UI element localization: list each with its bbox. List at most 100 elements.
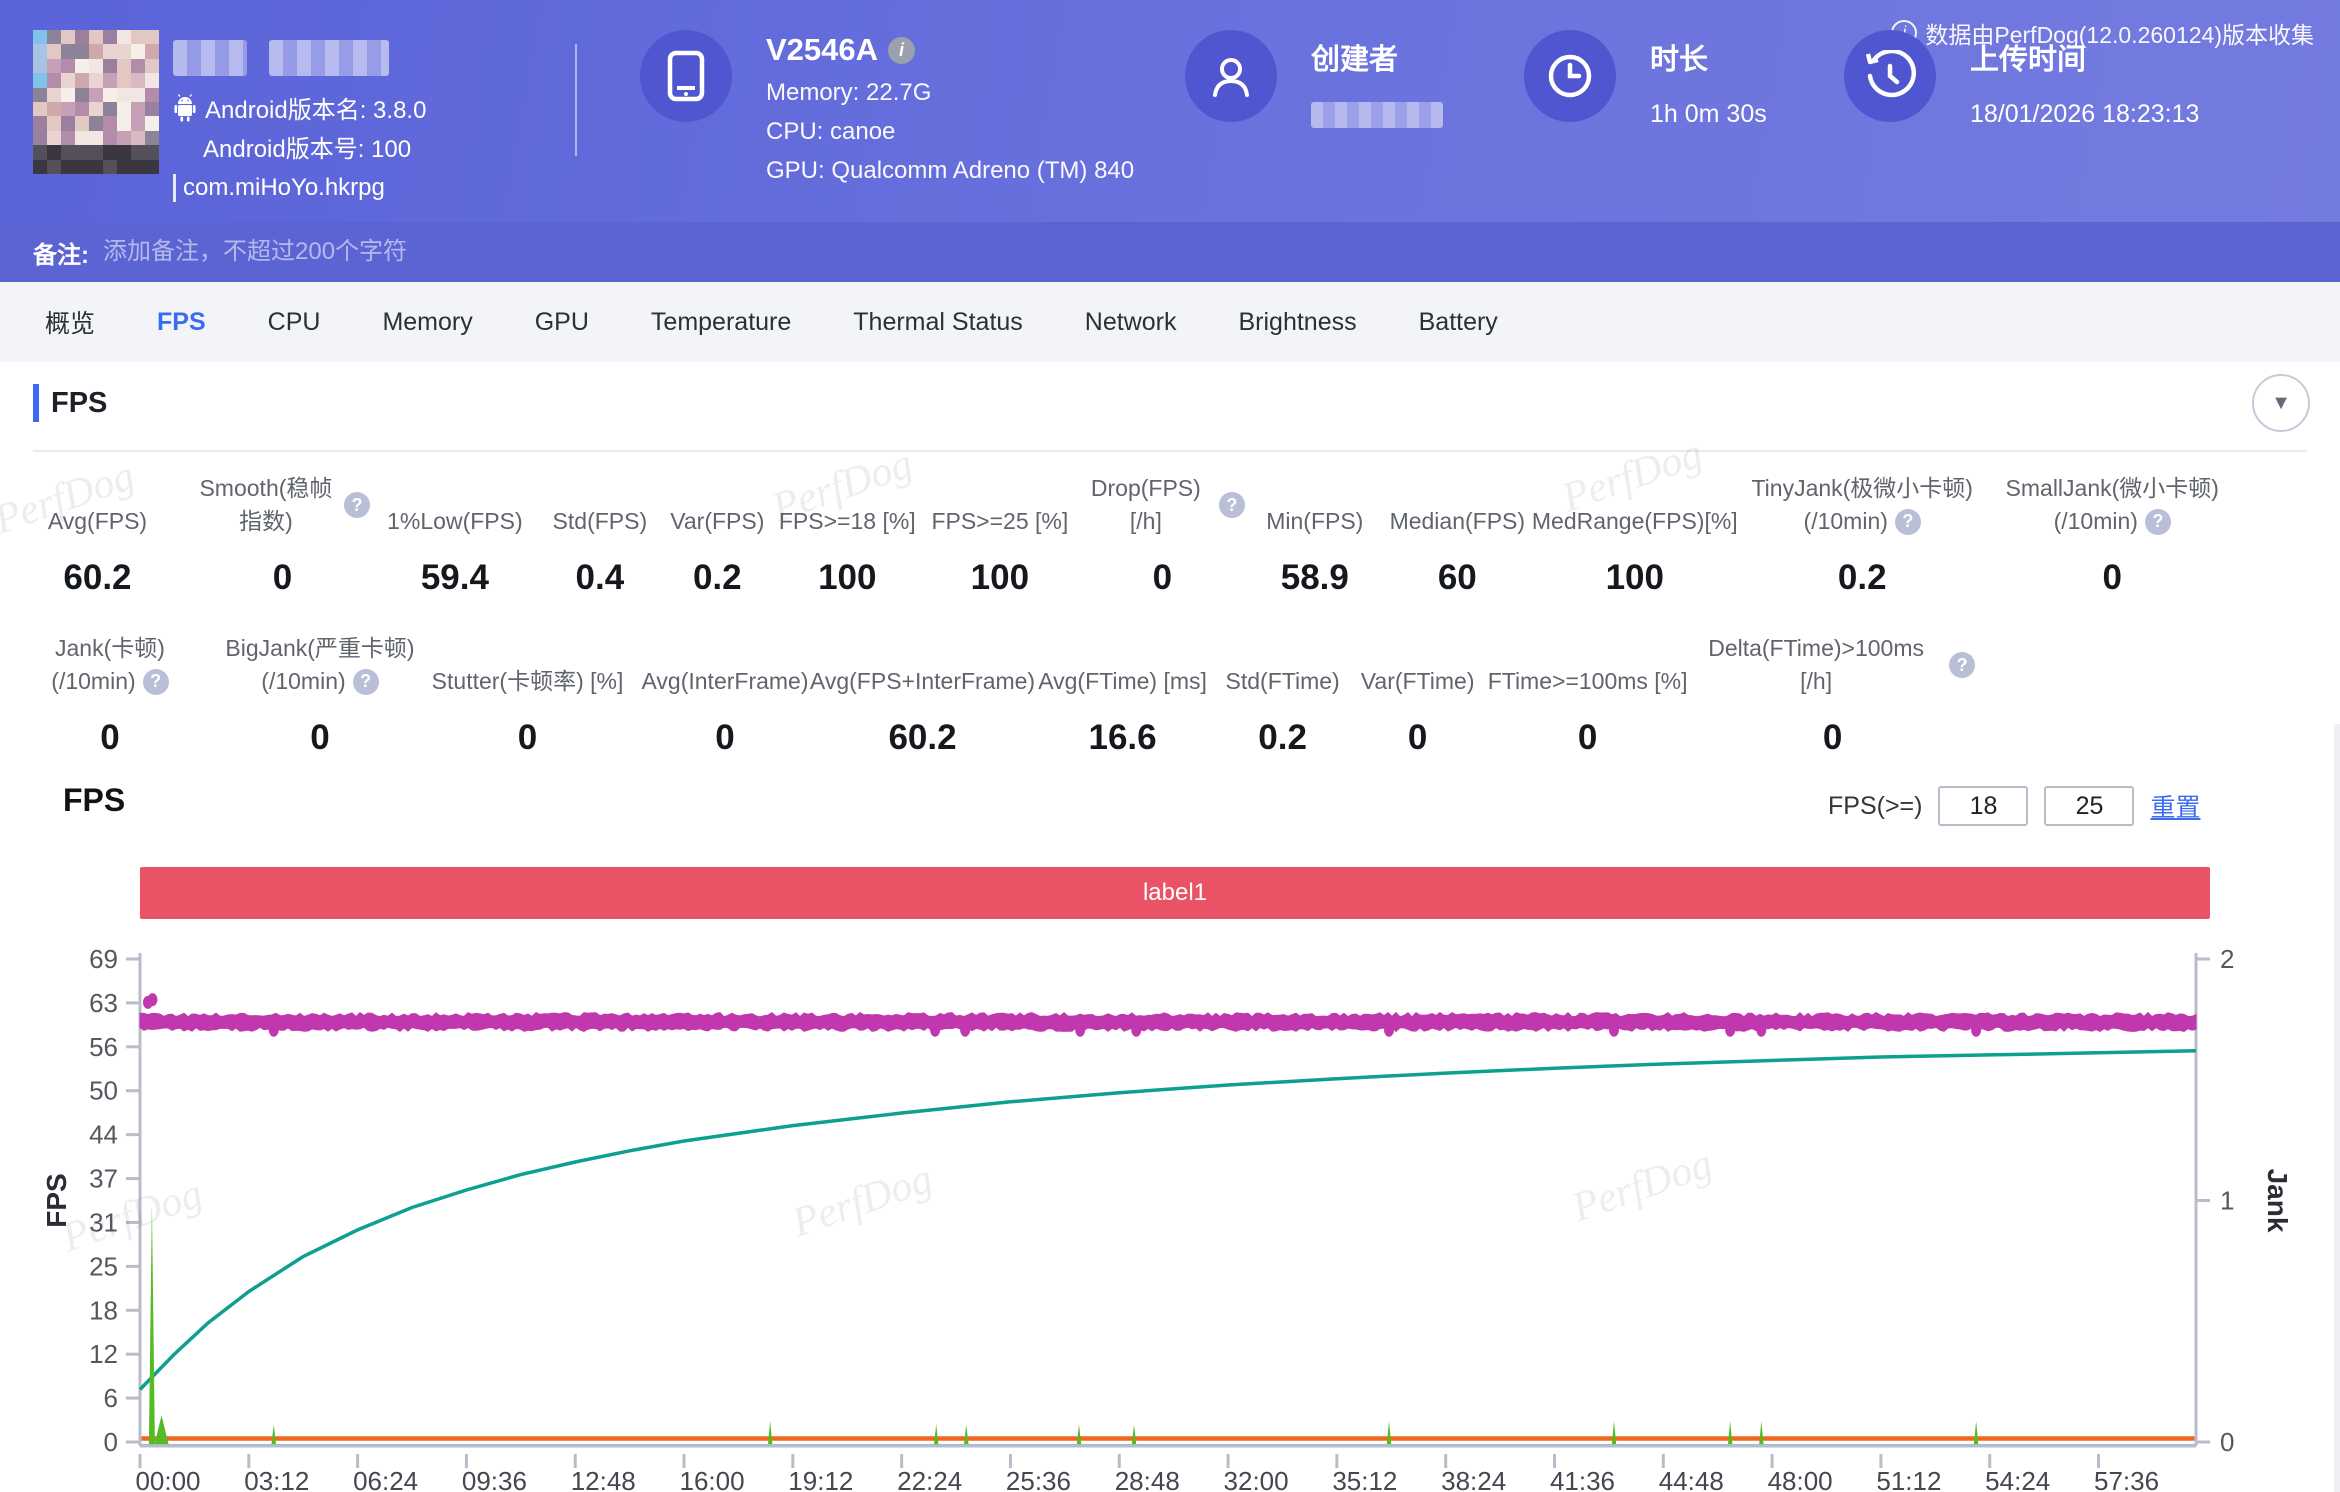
- fps-outlier-low: [960, 1022, 971, 1037]
- tab-概览[interactable]: 概览: [45, 310, 96, 338]
- help-icon[interactable]: ?: [142, 668, 169, 695]
- stat-label: Avg(InterFrame): [641, 668, 809, 694]
- help-icon[interactable]: ?: [1949, 652, 1976, 678]
- mosaic-pixel: [89, 30, 103, 45]
- stat-label: Drop(FPS) [/h]: [1090, 475, 1201, 534]
- stat-stutter-%-: Stutter(卡顿率) [%] 0: [420, 630, 635, 758]
- scrollbar-track[interactable]: [2334, 724, 2340, 1492]
- stat-label: Std(FTime): [1225, 668, 1340, 694]
- x-tick-label: 12:48: [571, 1466, 636, 1492]
- stat-label: FPS>=25 [%]: [931, 508, 1069, 534]
- stat-smalljank-: SmallJank(微小卡顿) (/10min)? 0: [1985, 470, 2240, 598]
- mosaic-pixel: [75, 101, 89, 117]
- mosaic-pixel: [33, 159, 47, 174]
- stat-bigjank-: BigJank(严重卡顿) (/10min)? 0: [220, 630, 420, 758]
- help-icon[interactable]: ?: [1218, 492, 1245, 518]
- tab-battery[interactable]: Battery: [1418, 307, 1498, 336]
- help-icon[interactable]: ?: [343, 492, 370, 518]
- mosaic-pixel: [145, 130, 159, 146]
- mosaic-pixel: [75, 116, 89, 131]
- stat-medrange-fps-%-: MedRange(FPS)[%] 100: [1530, 470, 1740, 598]
- fps-threshold-input-2[interactable]: [2044, 786, 2135, 826]
- stat-value: 60.2: [63, 558, 132, 597]
- help-icon[interactable]: ?: [2144, 508, 2171, 535]
- stat-value: 0: [2102, 558, 2122, 597]
- fps-outlier-low: [1608, 1022, 1619, 1037]
- x-tick-label: 28:48: [1115, 1466, 1180, 1492]
- android-robot-icon: [174, 93, 196, 121]
- tab-network[interactable]: Network: [1084, 307, 1177, 336]
- mosaic-pixel: [89, 145, 103, 160]
- android-version-code: Android版本号: 100: [203, 136, 412, 163]
- chevron-down-icon: ▼: [2271, 391, 2291, 414]
- mosaic-pixel: [145, 30, 159, 45]
- stat-avg-ftime-ms-: Avg(FTime) [ms] 16.6: [1030, 630, 1215, 758]
- tab-thermal-status[interactable]: Thermal Status: [853, 307, 1023, 336]
- upload-time-value: 18/01/2026 18:23:13: [1970, 100, 2200, 128]
- stat-label: Stutter(卡顿率) [%]: [431, 668, 624, 694]
- left-tick-label: 25: [89, 1251, 118, 1281]
- help-icon[interactable]: ?: [352, 668, 379, 695]
- stat-label: Delta(FTime)>100ms [/h]: [1708, 635, 1924, 694]
- app-name-censored: [173, 40, 426, 76]
- mosaic-pixel: [89, 73, 103, 88]
- left-tick-label: 18: [89, 1295, 118, 1325]
- censor-block: [173, 40, 247, 76]
- phone-icon: [640, 30, 732, 122]
- tab-bar: 概览 FPS CPU Memory GPU Temperature Thermal Stat…: [0, 282, 2340, 362]
- mosaic-pixel: [89, 101, 103, 117]
- mosaic-pixel: [131, 44, 145, 59]
- tab-cpu[interactable]: CPU: [267, 307, 321, 336]
- stat-label: Avg(FPS+InterFrame): [809, 668, 1036, 694]
- app-icon-mosaic: [33, 30, 159, 174]
- mosaic-pixel: [33, 101, 47, 117]
- tab-brightness[interactable]: Brightness: [1238, 307, 1357, 336]
- jank-spike-series: [154, 1415, 169, 1444]
- stat-value: 0.2: [692, 558, 742, 597]
- stat-label: BigJank(严重卡顿): [225, 635, 415, 661]
- person-icon: [1185, 30, 1277, 122]
- mosaic-pixel: [89, 159, 103, 174]
- stat-label: SmallJank(微小卡顿): [2005, 475, 2219, 501]
- fps-threshold-input-1[interactable]: [1938, 786, 2029, 826]
- mosaic-pixel: [61, 87, 75, 102]
- fps-jank-chart[interactable]: 69 63 56 50 44 37 31 25 18 12 6 0 2 1 0 00:00 03:12 06:24…: [0, 940, 2340, 1492]
- duration-block: 时长 1h 0m 30s: [1524, 30, 1767, 129]
- help-icon[interactable]: ?: [1894, 508, 1921, 535]
- jank-spike-series: [1076, 1424, 1082, 1444]
- x-tick-label: 35:12: [1332, 1466, 1397, 1492]
- collapse-section-button[interactable]: ▼: [2252, 374, 2310, 432]
- x-tick-label: 06:24: [353, 1466, 418, 1492]
- app-text: Android版本名: 3.8.0 Android版本号: 100 com.mi…: [173, 30, 426, 202]
- note-input[interactable]: [103, 238, 1003, 266]
- mosaic-pixel: [103, 58, 117, 74]
- stat-value: 58.9: [1280, 558, 1349, 597]
- fps-stats-row-2: Jank(卡顿) (/10min)? 0 BigJank(严重卡顿) (/10min)?…: [0, 630, 2340, 758]
- tab-fps[interactable]: FPS: [157, 307, 206, 336]
- mosaic-pixel: [89, 130, 103, 146]
- mosaic-pixel: [103, 87, 117, 102]
- mosaic-pixel: [131, 130, 145, 146]
- stat-1%low-fps-: 1%Low(FPS) 59.4: [370, 470, 540, 598]
- reset-link[interactable]: 重置: [2150, 794, 2201, 822]
- stat-label: (/10min): [51, 668, 136, 694]
- x-tick-label: 32:00: [1224, 1466, 1289, 1492]
- collect-info-text: 数据由PerfDog(12.0.260124)版本收集: [1925, 22, 2314, 48]
- mosaic-pixel: [47, 116, 61, 131]
- tab-memory[interactable]: Memory: [382, 307, 473, 336]
- stat-label: 1%Low(FPS): [387, 508, 523, 534]
- mosaic-pixel: [131, 87, 145, 102]
- jank-spike-series: [964, 1424, 969, 1444]
- stat-avg-interframe-: Avg(InterFrame) 0: [635, 630, 815, 758]
- tab-gpu[interactable]: GPU: [534, 307, 589, 336]
- stat-median-fps-: Median(FPS) 60: [1385, 470, 1530, 598]
- history-clock-icon: [1844, 30, 1936, 122]
- device-info-icon[interactable]: i: [888, 36, 916, 64]
- left-tick-label: 44: [89, 1120, 118, 1150]
- stat-value: 100: [970, 558, 1030, 597]
- tab-temperature[interactable]: Temperature: [650, 307, 792, 336]
- stat-avg-fps-interframe-: Avg(FPS+InterFrame) 60.2: [810, 630, 1035, 758]
- stat-value: 0: [1577, 718, 1598, 757]
- stat-smooth-: Smooth(稳帧指数)? 0: [195, 470, 370, 598]
- left-tick-label: 63: [89, 988, 118, 1018]
